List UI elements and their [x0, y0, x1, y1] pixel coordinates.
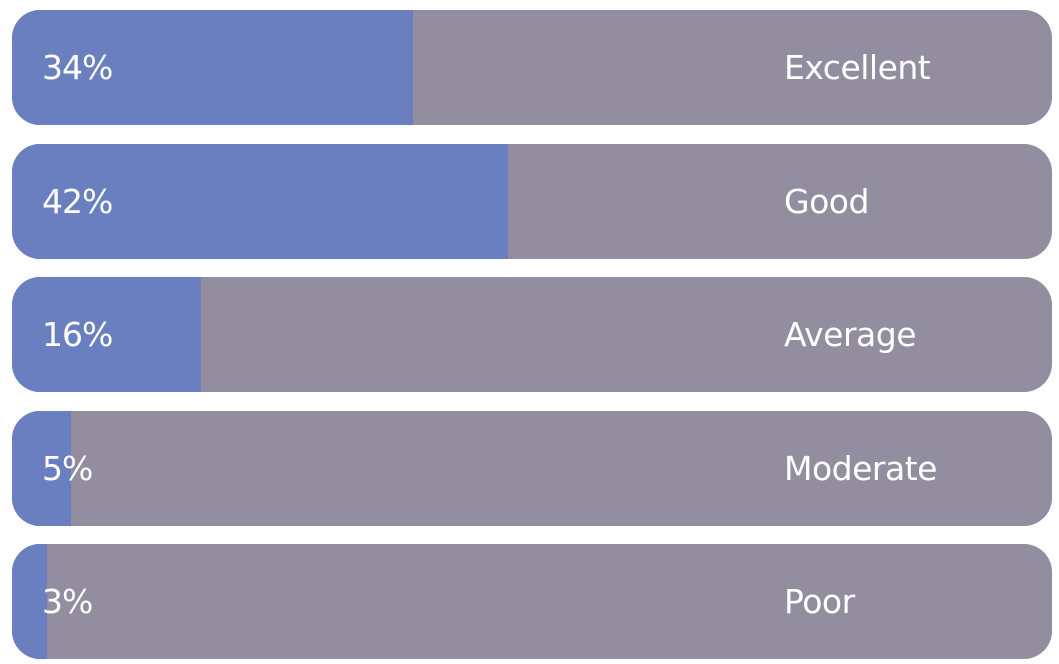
value-label-average: 16% — [42, 315, 113, 354]
bar-fill-average — [12, 277, 201, 392]
bar-track-excellent: 34% Excellent — [12, 10, 1052, 125]
bar-track-average: 16% Average — [12, 277, 1052, 392]
value-label-moderate: 5% — [42, 449, 93, 488]
bar-track-good: 42% Good — [12, 144, 1052, 259]
category-label-moderate: Moderate — [784, 449, 937, 488]
bar-fill-poor — [12, 544, 47, 659]
category-label-poor: Poor — [784, 582, 855, 621]
bar-track-poor: 3% Poor — [12, 544, 1052, 659]
bar-track-moderate: 5% Moderate — [12, 411, 1052, 526]
bar-fill-good — [12, 144, 508, 259]
category-label-excellent: Excellent — [784, 48, 931, 87]
bar-fill-excellent — [12, 10, 413, 125]
value-label-poor: 3% — [42, 582, 93, 621]
value-label-good: 42% — [42, 182, 113, 221]
value-label-excellent: 34% — [42, 48, 113, 87]
category-label-good: Good — [784, 182, 869, 221]
category-label-average: Average — [784, 315, 917, 354]
bar-fill-moderate — [12, 411, 71, 526]
